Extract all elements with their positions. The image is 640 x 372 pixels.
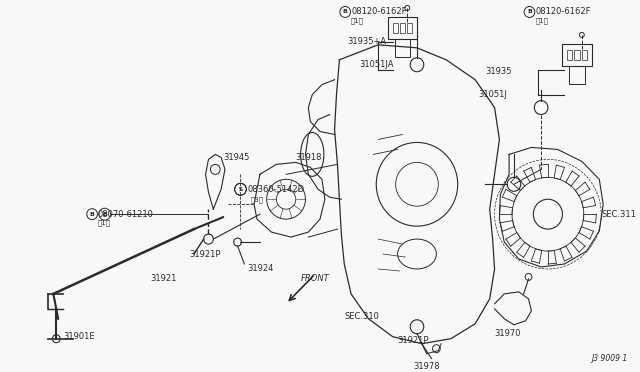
Text: SEC.311: SEC.311 (601, 210, 636, 219)
Text: 31921P: 31921P (189, 250, 221, 259)
Text: 08360-5142D: 08360-5142D (247, 185, 305, 194)
Bar (395, 39, 410, 57)
Bar (388, 17, 417, 39)
Text: 31924: 31924 (247, 264, 274, 273)
Text: SEC.310: SEC.310 (344, 312, 379, 321)
Text: 31978: 31978 (413, 362, 440, 371)
Text: S: S (239, 187, 243, 192)
Text: 08070-61210: 08070-61210 (98, 210, 154, 219)
Bar (563, 44, 591, 66)
Text: 31945: 31945 (223, 153, 250, 162)
Text: B: B (527, 9, 532, 15)
Text: 31970: 31970 (495, 329, 521, 338)
Bar (575, 50, 580, 60)
Text: 31921: 31921 (150, 275, 177, 283)
Text: 31901E: 31901E (63, 332, 95, 341)
Text: J3 9009 1: J3 9009 1 (591, 354, 628, 363)
Text: 08120-6162F: 08120-6162F (535, 7, 591, 16)
Text: B: B (90, 212, 95, 217)
Text: 31051J: 31051J (478, 90, 507, 99)
Text: （3）: （3） (250, 196, 263, 202)
Text: 31051JA: 31051JA (359, 60, 394, 69)
Text: B: B (102, 212, 107, 217)
Text: 31935+A: 31935+A (347, 37, 387, 46)
Text: （1）: （1） (535, 17, 548, 24)
Bar (567, 50, 572, 60)
Text: S: S (239, 187, 243, 192)
Text: 31918: 31918 (296, 153, 323, 162)
Text: 〈1〉: 〈1〉 (98, 220, 111, 227)
Text: （1）: （1） (351, 17, 364, 24)
Bar (582, 50, 587, 60)
Text: 31921P: 31921P (397, 336, 429, 345)
Text: B: B (343, 9, 348, 15)
Text: FRONT: FRONT (301, 275, 330, 283)
Text: 08120-6162F: 08120-6162F (351, 7, 406, 16)
Bar (569, 66, 585, 84)
Text: 31935: 31935 (485, 67, 511, 76)
Bar (400, 23, 405, 33)
Bar (407, 23, 412, 33)
Bar (392, 23, 397, 33)
